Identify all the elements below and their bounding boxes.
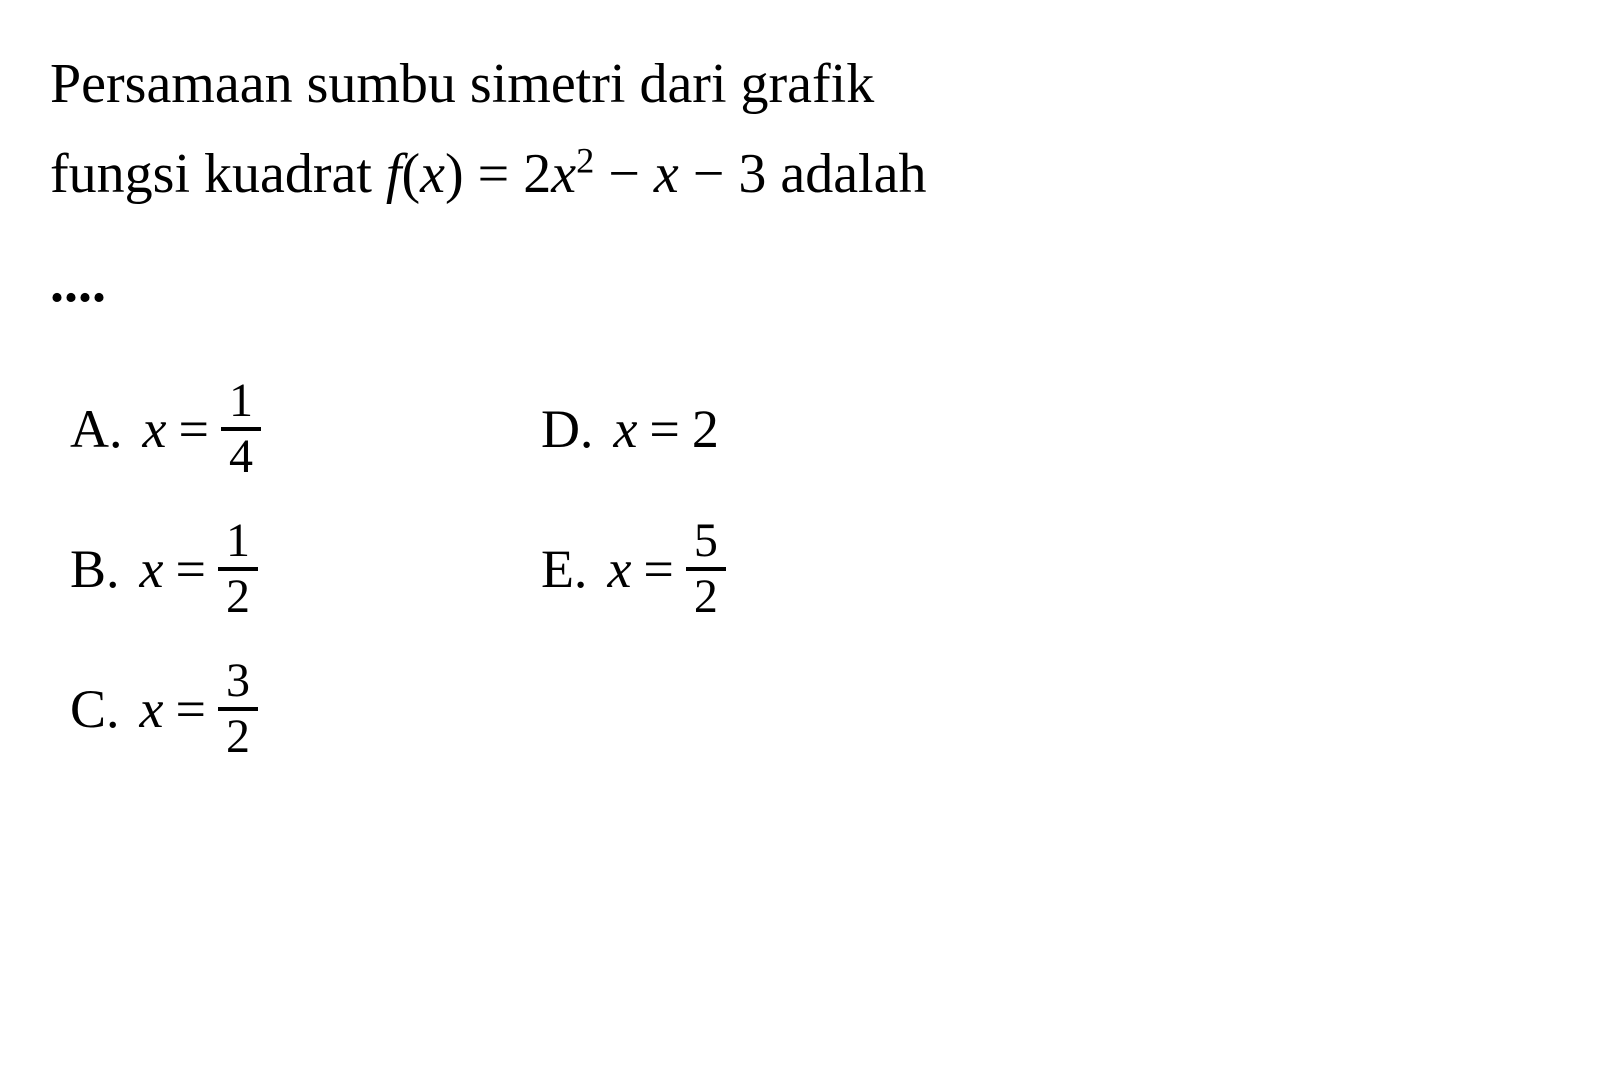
option-b-numerator: 1	[218, 517, 258, 571]
question-prefix: fungsi kuadrat	[50, 143, 386, 205]
option-b-fraction: 1 2	[218, 517, 258, 621]
function-var-squared: x	[551, 143, 576, 205]
option-a-denominator: 4	[221, 431, 261, 481]
function-variable: x	[420, 143, 445, 205]
option-e[interactable]: E. x = 5 2	[541, 509, 726, 629]
option-c-fraction: 3 2	[218, 657, 258, 761]
options-left-column: A. x = 1 4 B. x = 1 2 C. x = 3 2	[70, 369, 261, 769]
option-c-variable: x	[140, 678, 164, 740]
question-line-2: fungsi kuadrat f(x) = 2x2 − x − 3 adalah	[50, 130, 1567, 220]
option-b-denominator: 2	[218, 571, 258, 621]
option-e-label: E.	[541, 538, 588, 600]
function-name: f	[386, 143, 402, 205]
options-container: A. x = 1 4 B. x = 1 2 C. x = 3 2	[50, 369, 1567, 769]
option-a-variable: x	[143, 398, 167, 460]
option-b-variable: x	[140, 538, 164, 600]
option-b-label: B.	[70, 538, 120, 600]
question-line-1: Persamaan sumbu simetri dari grafik	[50, 40, 1567, 130]
option-a-label: A.	[70, 398, 123, 460]
option-a-numerator: 1	[221, 377, 261, 431]
option-c-numerator: 3	[218, 657, 258, 711]
option-b-equals: =	[176, 538, 206, 600]
option-d-value: 2	[692, 398, 719, 460]
option-e-denominator: 2	[686, 571, 726, 621]
option-b[interactable]: B. x = 1 2	[70, 509, 261, 629]
option-d-variable: x	[613, 398, 637, 460]
option-c-equals: =	[176, 678, 206, 740]
exponent: 2	[576, 140, 594, 180]
function-var-linear: x	[654, 143, 679, 205]
option-d-label: D.	[541, 398, 594, 460]
minus-1: −	[594, 143, 654, 205]
option-c[interactable]: C. x = 3 2	[70, 649, 261, 769]
option-d[interactable]: D. x = 2	[541, 369, 726, 489]
func-close-coef: ) = 2	[445, 143, 551, 205]
ellipsis-dots: ....	[50, 239, 1567, 329]
option-e-numerator: 5	[686, 517, 726, 571]
option-e-equals: =	[643, 538, 673, 600]
option-e-variable: x	[607, 538, 631, 600]
option-a-fraction: 1 4	[221, 377, 261, 481]
option-a-equals: =	[178, 398, 208, 460]
option-c-denominator: 2	[218, 711, 258, 761]
option-a[interactable]: A. x = 1 4	[70, 369, 261, 489]
option-d-equals: =	[649, 398, 679, 460]
options-right-column: D. x = 2 E. x = 5 2	[541, 369, 726, 769]
option-e-fraction: 5 2	[686, 517, 726, 621]
paren-open: (	[401, 143, 420, 205]
option-c-label: C.	[70, 678, 120, 740]
question-text: Persamaan sumbu simetri dari grafik fung…	[50, 40, 1567, 329]
question-suffix: − 3 adalah	[679, 143, 927, 205]
